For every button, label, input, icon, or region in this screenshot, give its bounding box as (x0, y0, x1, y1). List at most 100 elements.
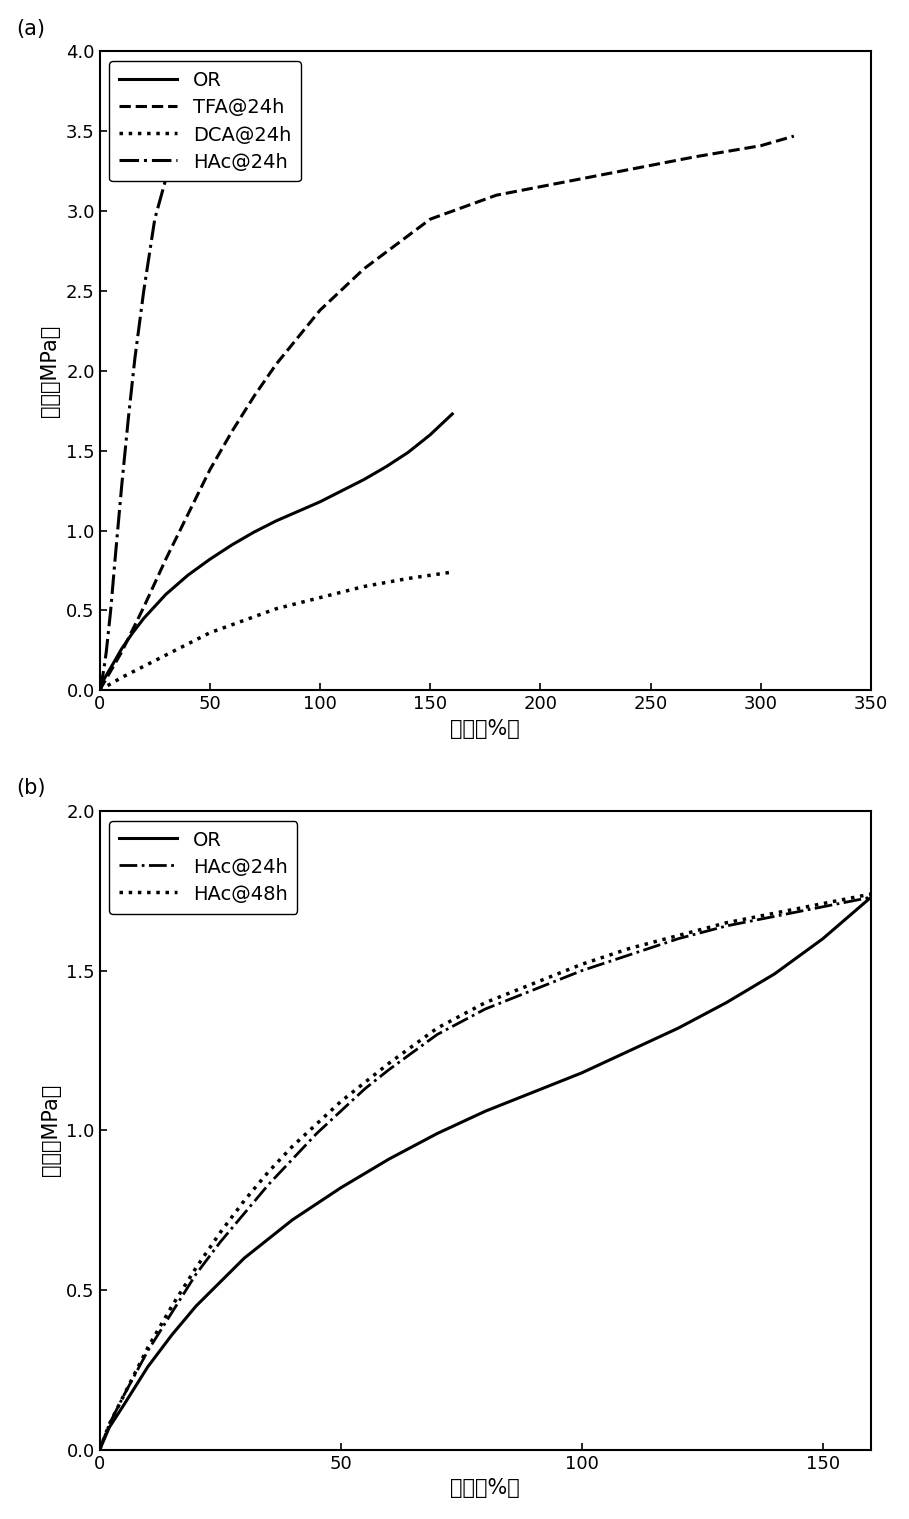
HAc@24h (118, 1387, 129, 1405)
TFA@24h (205, 460, 215, 478)
OR (271, 512, 282, 530)
HAc@48h (576, 955, 587, 974)
HAc@48h (311, 1115, 322, 1133)
HAc@24h (432, 1025, 443, 1044)
X-axis label: 应变（%）: 应变（%） (451, 1478, 520, 1498)
HAc@48h (287, 1138, 298, 1156)
HAc@24h (263, 1176, 274, 1194)
OR (205, 550, 215, 568)
OR (183, 567, 194, 585)
TFA@24h (95, 681, 105, 699)
DCA@24h (403, 570, 414, 588)
TFA@24h (248, 387, 259, 406)
HAc@48h (480, 993, 491, 1012)
OR (721, 993, 732, 1012)
HAc@48h (191, 1259, 202, 1277)
HAc@24h (149, 210, 160, 228)
OR (335, 1179, 346, 1197)
HAc@48h (215, 1223, 225, 1241)
HAc@48h (769, 904, 780, 922)
TFA@24h (183, 506, 194, 524)
HAc@24h (576, 962, 587, 980)
HAc@48h (721, 913, 732, 931)
OR (143, 1358, 154, 1376)
OR (116, 639, 127, 658)
DCA@24h (95, 681, 105, 699)
HAc@48h (359, 1074, 370, 1092)
TFA@24h (557, 173, 568, 191)
TFA@24h (160, 550, 171, 568)
TFA@24h (755, 137, 766, 155)
DCA@24h (183, 635, 194, 653)
TFA@24h (226, 422, 237, 441)
OR (104, 1419, 115, 1437)
OR (381, 457, 392, 475)
HAc@24h (359, 1080, 370, 1098)
Text: (b): (b) (16, 778, 45, 797)
TFA@24h (689, 147, 700, 166)
HAc@24h (191, 1265, 202, 1284)
OR (624, 1042, 635, 1060)
TFA@24h (138, 598, 149, 617)
OR (673, 1019, 684, 1037)
Line: OR: OR (100, 898, 871, 1449)
OR (865, 889, 876, 907)
HAc@48h (239, 1191, 250, 1209)
TFA@24h (491, 187, 502, 205)
X-axis label: 应变（%）: 应变（%） (451, 718, 520, 738)
Line: OR: OR (100, 415, 453, 690)
TFA@24h (271, 355, 282, 374)
OR (432, 1124, 443, 1142)
HAc@24h (116, 477, 127, 495)
OR (817, 930, 828, 948)
HAc@24h (528, 981, 539, 1000)
HAc@24h (673, 930, 684, 948)
OR (166, 1326, 177, 1344)
OR (384, 1150, 395, 1168)
DCA@24h (105, 674, 116, 693)
HAc@48h (166, 1297, 177, 1315)
HAc@48h (865, 886, 876, 904)
HAc@24h (335, 1103, 346, 1121)
DCA@24h (226, 615, 237, 633)
DCA@24h (271, 600, 282, 618)
OR (576, 1063, 587, 1082)
HAc@48h (817, 895, 828, 913)
OR (447, 406, 458, 424)
HAc@24h (480, 1000, 491, 1018)
HAc@24h (865, 889, 876, 907)
OR (226, 536, 237, 554)
OR (98, 670, 109, 688)
HAc@24h (110, 550, 121, 568)
OR (403, 444, 414, 462)
HAc@24h (239, 1205, 250, 1223)
HAc@48h (432, 1019, 443, 1037)
HAc@48h (528, 974, 539, 992)
HAc@48h (263, 1162, 274, 1180)
HAc@48h (384, 1054, 395, 1072)
DCA@24h (160, 646, 171, 664)
TFA@24h (359, 260, 370, 278)
HAc@24h (129, 349, 140, 368)
HAc@24h (160, 170, 171, 188)
Line: DCA@24h: DCA@24h (100, 573, 453, 690)
TFA@24h (788, 128, 799, 146)
OR (160, 585, 171, 603)
DCA@24h (447, 564, 458, 582)
HAc@24h (721, 917, 732, 936)
HAc@24h (384, 1060, 395, 1078)
HAc@24h (287, 1150, 298, 1168)
OR (127, 624, 138, 643)
OR (138, 609, 149, 627)
OR (425, 425, 435, 444)
TFA@24h (315, 301, 325, 319)
HAc@24h (166, 1303, 177, 1322)
Legend: OR, HAc@24h, HAc@48h: OR, HAc@24h, HAc@48h (109, 820, 297, 914)
DCA@24h (205, 624, 215, 643)
OR (315, 492, 325, 510)
HAc@48h (624, 939, 635, 957)
Y-axis label: 应力（MPa）: 应力（MPa） (41, 325, 61, 418)
Line: HAc@24h: HAc@24h (100, 898, 871, 1449)
HAc@24h (624, 946, 635, 965)
HAc@24h (101, 643, 112, 661)
